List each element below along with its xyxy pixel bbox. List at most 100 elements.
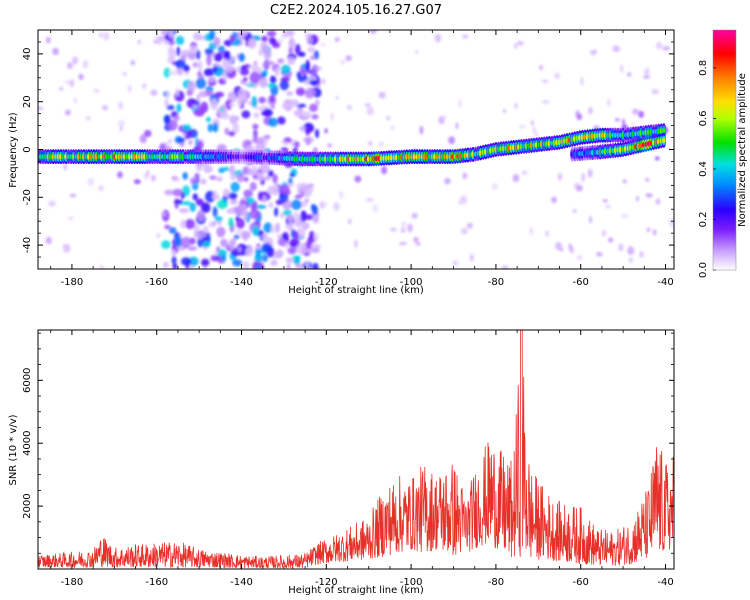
noise-blob (444, 177, 451, 185)
noise-blob (448, 136, 456, 145)
noise-blob (274, 66, 280, 77)
noise-blob (229, 34, 236, 43)
x-tick-label: -180 (61, 277, 84, 288)
noise-blob (146, 169, 150, 177)
noise-blob (291, 199, 302, 211)
noise-blob (63, 163, 67, 171)
noise-blob (308, 184, 314, 194)
noise-blob (117, 120, 126, 126)
noise-blob (401, 221, 407, 227)
noise-blob (270, 225, 276, 234)
noise-blob (414, 49, 419, 55)
colorbar-tick-label: 0.0 (698, 262, 709, 278)
noise-blob (166, 104, 175, 111)
noise-blob (390, 125, 395, 131)
noise-blob (212, 122, 219, 133)
noise-blob (268, 94, 276, 104)
noise-blob (252, 225, 260, 236)
noise-blob (315, 99, 320, 107)
noise-blob (210, 98, 218, 111)
noise-blob (646, 227, 651, 233)
noise-blob (310, 203, 316, 212)
x-tick-label: -160 (145, 277, 168, 288)
noise-blob (622, 179, 627, 184)
noise-blob (287, 56, 296, 66)
noise-blob (229, 114, 238, 125)
x-tick-label: -60 (573, 277, 589, 288)
noise-blob (240, 230, 251, 239)
noise-blob (530, 120, 535, 126)
noise-blob (206, 54, 212, 67)
noise-blob (254, 106, 261, 110)
noise-blob (258, 191, 263, 201)
noise-blob (345, 55, 352, 62)
x-tick-label: -40 (657, 277, 673, 288)
noise-blob (150, 174, 156, 182)
noise-blob (171, 256, 177, 265)
noise-blob (286, 91, 294, 96)
noise-blob (288, 39, 296, 48)
noise-blob (310, 243, 319, 254)
noise-blob (258, 49, 263, 56)
noise-blob (143, 129, 152, 138)
noise-blob (631, 108, 640, 115)
noise-blob (400, 227, 406, 234)
noise-blob (462, 34, 469, 39)
noise-blob (366, 106, 374, 116)
noise-blob (175, 59, 186, 69)
noise-blob (294, 194, 303, 199)
noise-blob (103, 31, 110, 41)
noise-blob (141, 83, 147, 89)
spectrogram-x-label: Height of straight line (km) (288, 285, 424, 296)
noise-blob (258, 97, 267, 104)
noise-blob (243, 189, 253, 198)
noise-blob (309, 79, 319, 86)
noise-blob (176, 67, 184, 76)
noise-blob (627, 72, 632, 77)
noise-blob (85, 115, 92, 121)
noise-blob (193, 109, 205, 117)
noise-blob (266, 185, 277, 195)
noise-blob (297, 186, 302, 198)
noise-blob (261, 254, 268, 262)
noise-blob (192, 104, 197, 109)
noise-blob (651, 89, 660, 95)
noise-blob (309, 230, 315, 240)
noise-blob (175, 236, 183, 247)
noise-blob (385, 115, 391, 121)
snr-frame (37, 329, 675, 570)
y-tick-label: -20 (22, 189, 33, 205)
noise-blob (259, 41, 269, 52)
noise-blob (137, 39, 142, 45)
noise-blob (205, 86, 214, 91)
noise-blob (312, 216, 320, 224)
noise-blob (455, 122, 459, 130)
noise-blob (67, 216, 74, 220)
x-tick-label: -180 (61, 577, 84, 588)
noise-blob (642, 75, 651, 79)
noise-blob (264, 175, 271, 181)
noise-blob (601, 229, 607, 237)
noise-blob (292, 147, 299, 153)
colorbar-tick-label: 0.6 (698, 110, 709, 126)
noise-blob (279, 79, 289, 91)
noise-blob (181, 132, 186, 137)
noise-blob (272, 173, 278, 184)
noise-blob (254, 245, 261, 250)
noise-blob (189, 202, 197, 212)
noise-blob (164, 98, 169, 108)
noise-blob (240, 203, 248, 213)
noise-blob (339, 59, 346, 65)
noise-blob (101, 104, 109, 111)
noise-blob (130, 60, 136, 66)
noise-blob (260, 233, 268, 238)
noise-blob (645, 177, 650, 182)
noise-blob (156, 232, 160, 239)
noise-blob (236, 218, 245, 229)
noise-blob (269, 75, 277, 84)
secondary-line-core (662, 137, 666, 143)
noise-blob (253, 60, 258, 67)
noise-blob (196, 140, 204, 150)
noise-blob (286, 214, 294, 222)
